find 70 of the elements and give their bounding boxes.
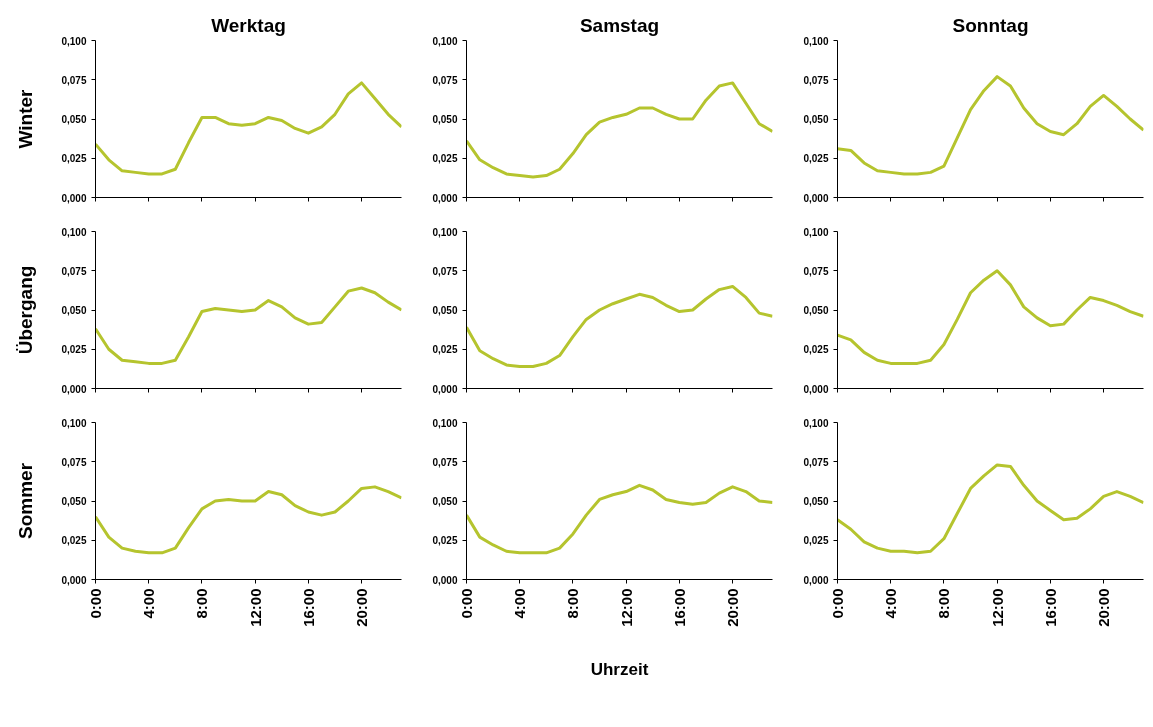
x-tick-label: 0:00 bbox=[458, 588, 475, 619]
y-tick-label: 0,025 bbox=[432, 535, 458, 547]
y-tick-label: 0,000 bbox=[432, 383, 458, 395]
y-tick-label: 0,075 bbox=[432, 456, 458, 468]
y-tick-label: 0,050 bbox=[61, 305, 87, 316]
x-tick-label: 20:00 bbox=[1095, 588, 1113, 627]
y-tick-label: 0,050 bbox=[432, 305, 458, 316]
y-tick-label: 0,000 bbox=[432, 574, 458, 586]
y-tick-label: 0,000 bbox=[61, 574, 87, 586]
y-tick-label: 0,025 bbox=[432, 344, 458, 356]
y-tick-label: 0,000 bbox=[803, 574, 829, 586]
y-tick-label: 0,000 bbox=[61, 383, 87, 395]
x-tick-label: 16:00 bbox=[1041, 588, 1059, 627]
y-tick-label: 0,075 bbox=[803, 265, 829, 277]
x-tick-label: 20:00 bbox=[724, 588, 742, 627]
y-tick-label: 0,100 bbox=[61, 35, 87, 47]
y-tick-label: 0,050 bbox=[432, 114, 458, 125]
y-tick-label: 0,100 bbox=[432, 417, 458, 429]
y-tick-label: 0,000 bbox=[803, 383, 829, 395]
y-tick-label: 0,100 bbox=[803, 35, 829, 47]
x-tick-label: 4:00 bbox=[511, 588, 529, 619]
y-tick-label: 0,025 bbox=[61, 535, 87, 547]
y-tick-label: 0,050 bbox=[61, 114, 87, 125]
x-tick-label: 16:00 bbox=[670, 588, 688, 627]
y-tick-label: 0,050 bbox=[61, 496, 87, 507]
y-axis-title: Winter bbox=[15, 88, 37, 149]
x-tick-label: 0:00 bbox=[829, 588, 846, 619]
y-tick-label: 0,025 bbox=[803, 153, 829, 165]
y-tick-label: 0,000 bbox=[61, 192, 87, 204]
chart-title: Sonntag bbox=[952, 14, 1029, 36]
y-tick-label: 0,000 bbox=[432, 192, 458, 204]
y-tick-label: 0,075 bbox=[803, 74, 829, 86]
y-tick-label: 0,050 bbox=[803, 496, 829, 507]
x-tick-label: 16:00 bbox=[299, 588, 317, 627]
y-tick-label: 0,000 bbox=[803, 192, 829, 204]
x-axis-title: Uhrzeit bbox=[590, 659, 649, 679]
x-tick-label: 12:00 bbox=[988, 588, 1006, 627]
y-axis-title: Übergang bbox=[15, 265, 37, 355]
y-tick-label: 0,100 bbox=[432, 226, 458, 238]
chart-title: Werktag bbox=[211, 14, 286, 36]
y-tick-label: 0,100 bbox=[432, 35, 458, 47]
y-tick-label: 0,100 bbox=[803, 417, 829, 429]
x-tick-label: 12:00 bbox=[617, 588, 635, 627]
y-axis-title: Sommer bbox=[15, 462, 37, 540]
x-tick-label: 12:00 bbox=[246, 588, 264, 627]
x-tick-label: 20:00 bbox=[353, 588, 371, 627]
x-tick-label: 8:00 bbox=[564, 588, 582, 619]
y-tick-label: 0,075 bbox=[803, 456, 829, 468]
x-tick-label: 8:00 bbox=[935, 588, 953, 619]
y-tick-label: 0,050 bbox=[803, 114, 829, 125]
x-tick-label: 4:00 bbox=[882, 588, 900, 619]
y-tick-label: 0,075 bbox=[432, 74, 458, 86]
y-tick-label: 0,050 bbox=[432, 496, 458, 507]
y-tick-label: 0,025 bbox=[432, 153, 458, 165]
y-tick-label: 0,075 bbox=[61, 74, 87, 86]
x-tick-label: 4:00 bbox=[140, 588, 158, 619]
y-tick-label: 0,100 bbox=[61, 417, 87, 429]
y-tick-label: 0,075 bbox=[432, 265, 458, 277]
y-tick-label: 0,025 bbox=[803, 535, 829, 547]
x-tick-label: 8:00 bbox=[193, 588, 211, 619]
y-tick-label: 0,025 bbox=[61, 153, 87, 165]
y-tick-label: 0,075 bbox=[61, 265, 87, 277]
chart-title: Samstag bbox=[579, 14, 660, 36]
y-tick-label: 0,025 bbox=[803, 344, 829, 356]
y-tick-label: 0,100 bbox=[61, 226, 87, 238]
y-tick-label: 0,025 bbox=[61, 344, 87, 356]
x-tick-label: 0:00 bbox=[87, 588, 104, 619]
y-tick-label: 0,075 bbox=[61, 456, 87, 468]
y-tick-label: 0,050 bbox=[803, 305, 829, 316]
y-tick-label: 0,100 bbox=[803, 226, 829, 238]
